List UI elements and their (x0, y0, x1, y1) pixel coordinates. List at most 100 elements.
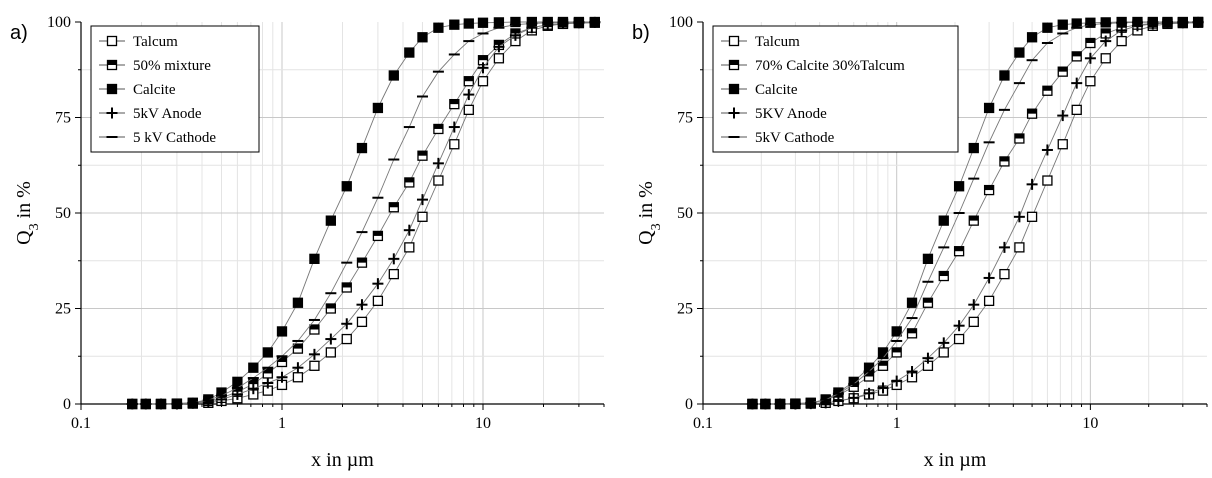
data-point (877, 382, 889, 394)
y-tick-label: 75 (55, 110, 71, 127)
data-point (1084, 52, 1096, 64)
data-point (906, 366, 918, 378)
data-point (922, 352, 934, 364)
legend-label: 5KV Anode (755, 106, 827, 122)
data-point (292, 343, 304, 354)
data-point (983, 102, 995, 114)
legend-label: 70% Calcite 30%Talcum (755, 58, 905, 74)
legend-item: 5 kV Cathode (99, 130, 216, 146)
legend-label: Calcite (755, 82, 798, 98)
data-point (938, 337, 950, 349)
data-point (231, 388, 243, 400)
data-point (308, 348, 320, 360)
data-point (877, 347, 889, 358)
data-point (448, 121, 460, 133)
data-point (341, 333, 352, 345)
y-tick-label: 100 (669, 14, 693, 31)
data-point (1026, 32, 1038, 43)
data-point (372, 230, 384, 242)
legend-marker (728, 107, 740, 119)
data-point (372, 278, 384, 290)
data-point (493, 41, 505, 53)
data-point (983, 295, 995, 307)
data-point (968, 215, 979, 226)
data-point (341, 282, 352, 293)
data-point (433, 175, 444, 186)
data-point (891, 326, 902, 337)
data-point (1100, 35, 1112, 47)
data-point (248, 362, 259, 373)
data-point (891, 375, 903, 387)
series-dash (126, 21, 601, 405)
data-point (477, 17, 489, 28)
data-point (953, 181, 965, 192)
data-point (372, 102, 384, 114)
data-point (1014, 47, 1025, 58)
data-point (292, 297, 304, 308)
data-point (1042, 85, 1053, 96)
data-point (968, 299, 980, 311)
data-point (356, 142, 368, 154)
data-point (1014, 242, 1025, 253)
legend: Talcum 50% mixture Calcite 5kV Anode 5 kV Ca… (90, 25, 260, 153)
data-point (388, 202, 399, 213)
legend-item: Calcite (721, 82, 798, 98)
data-point (938, 215, 949, 226)
legend: Talcum 70% Calcite 30%Talcum Calcite 5KV An… (712, 25, 959, 153)
data-point (449, 98, 460, 110)
y-tick-label: 50 (677, 205, 693, 222)
data-point (906, 297, 918, 308)
legend-item: Calcite (99, 82, 176, 98)
data-point (417, 211, 428, 222)
data-point (341, 318, 353, 330)
data-point (998, 241, 1010, 253)
data-point (510, 16, 521, 28)
data-point (1071, 104, 1082, 116)
data-point (416, 194, 428, 206)
data-point (247, 383, 259, 395)
data-point (493, 17, 505, 28)
data-point (848, 376, 859, 387)
data-point (388, 268, 399, 280)
data-point (1100, 53, 1111, 64)
data-point (1026, 211, 1038, 222)
data-point (388, 70, 399, 81)
x-axis-label: x in µm (924, 449, 987, 471)
data-point (999, 70, 1010, 81)
legend-marker (728, 59, 740, 71)
series-plus (126, 16, 601, 410)
data-point (309, 324, 320, 335)
data-point (417, 32, 428, 43)
data-point (433, 22, 444, 33)
data-point (891, 347, 902, 358)
legend-label: Talcum (133, 34, 178, 50)
data-point (938, 270, 949, 282)
data-point (1026, 178, 1038, 190)
data-point (557, 18, 569, 30)
x-axis-label: x in µm (311, 449, 374, 471)
x-tick-label: 1 (893, 415, 901, 432)
legend-box (712, 25, 959, 153)
x-tick-label: 10 (475, 415, 491, 432)
data-point (1116, 24, 1128, 36)
x-tick-label: 0.1 (693, 415, 713, 432)
legend-item: 5kV Cathode (721, 130, 835, 146)
x-tick-label: 0.1 (71, 415, 91, 432)
y-tick-label: 75 (677, 110, 693, 127)
x-tick-label: 1 (278, 415, 286, 432)
data-point (292, 372, 304, 383)
data-point (325, 347, 336, 358)
data-point (848, 392, 860, 404)
y-tick-label: 100 (47, 14, 71, 31)
data-point (493, 53, 505, 64)
data-point (276, 371, 288, 383)
data-point (276, 356, 288, 368)
data-point (1085, 17, 1096, 28)
series-dash (746, 21, 1204, 405)
series-plus (746, 16, 1204, 410)
x-tick-label: 10 (1082, 415, 1098, 432)
data-point (999, 156, 1010, 167)
